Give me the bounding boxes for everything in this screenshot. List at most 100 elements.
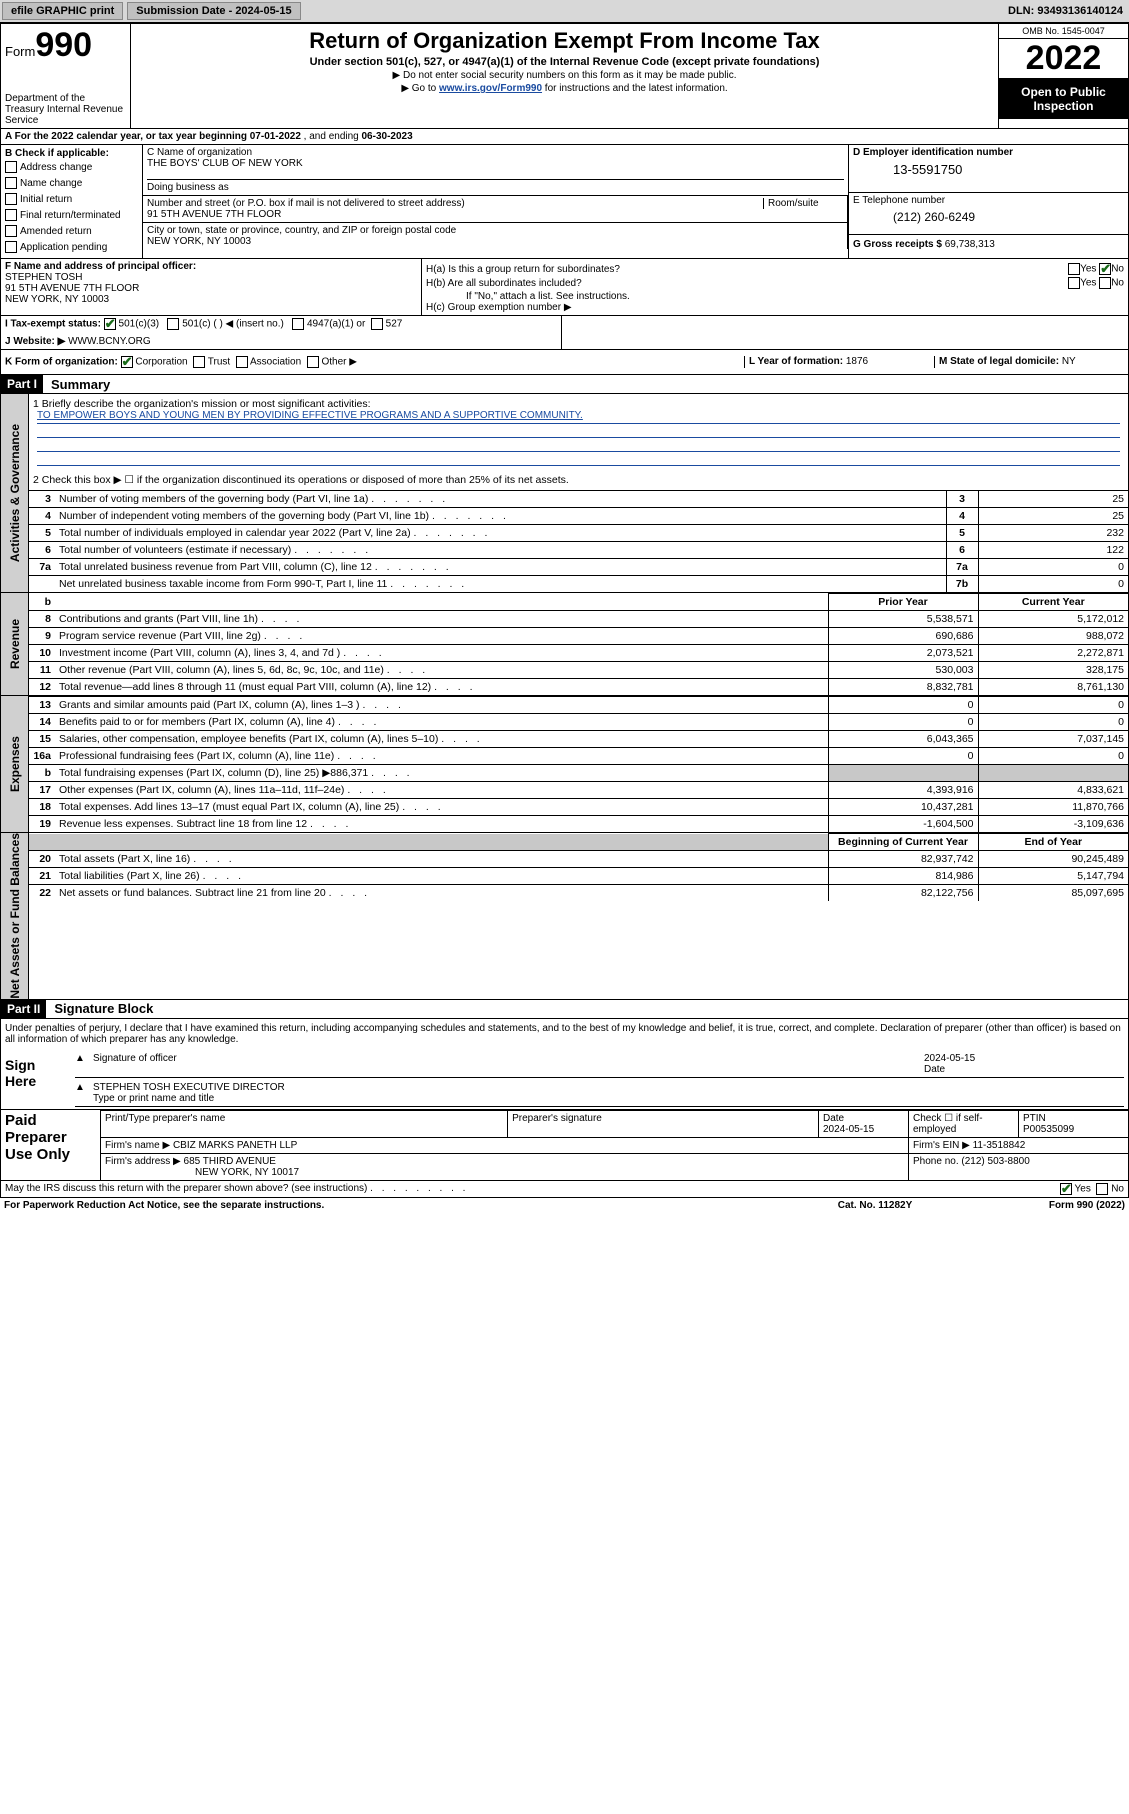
ptin-val: P00535099 — [1023, 1124, 1074, 1135]
lbl-initial-return: Initial return — [20, 194, 72, 205]
cb-discuss-yes[interactable] — [1060, 1183, 1072, 1195]
group-return-block: H(a) Is this a group return for subordin… — [421, 259, 1128, 315]
lbl-amended: Amended return — [20, 226, 92, 237]
firm-name-label: Firm's name ▶ — [105, 1140, 170, 1151]
omb-number: OMB No. 1545-0047 — [999, 24, 1128, 39]
vtab-expenses: Expenses — [1, 696, 29, 832]
preparer-table: Paid Preparer Use Only Print/Type prepar… — [0, 1110, 1129, 1181]
part1-title: Summary — [43, 377, 110, 392]
cb-other[interactable] — [307, 356, 319, 368]
activities-section: Activities & Governance 1 Briefly descri… — [0, 394, 1129, 593]
telephone-label: E Telephone number — [853, 195, 1124, 206]
dba-label: Doing business as — [147, 179, 844, 193]
cb-trust[interactable] — [193, 356, 205, 368]
firm-addr2: NEW YORK, NY 10017 — [105, 1167, 299, 1178]
irs-link[interactable]: www.irs.gov/Form990 — [439, 83, 542, 94]
table-row: 11Other revenue (Part VIII, column (A), … — [29, 662, 1128, 679]
prep-date: 2024-05-15 — [823, 1124, 874, 1135]
officer-group-block: F Name and address of principal officer:… — [0, 259, 1129, 316]
open-inspection-badge: Open to Public Inspection — [999, 79, 1128, 119]
form-title-block: Return of Organization Exempt From Incom… — [131, 24, 998, 128]
cb-discuss-no[interactable] — [1096, 1183, 1108, 1195]
col-ptin: PTIN — [1023, 1113, 1046, 1124]
col-sig: Preparer's signature — [508, 1110, 819, 1137]
date-label: Date — [924, 1064, 945, 1075]
lbl-other: Other ▶ — [321, 357, 356, 368]
cb-ha-yes[interactable] — [1068, 263, 1080, 275]
cb-address-change[interactable] — [5, 161, 17, 173]
signature-block: Under penalties of perjury, I declare th… — [0, 1019, 1129, 1110]
cb-name-change[interactable] — [5, 177, 17, 189]
table-row: 17Other expenses (Part IX, column (A), l… — [29, 782, 1128, 799]
discuss-text: May the IRS discuss this return with the… — [5, 1183, 367, 1194]
cb-amended[interactable] — [5, 225, 17, 237]
lbl-assoc: Association — [250, 357, 301, 368]
org-info-block: B Check if applicable: Address change Na… — [0, 145, 1129, 259]
table-row: 22Net assets or fund balances. Subtract … — [29, 885, 1128, 902]
year-formation-label: L Year of formation: — [749, 356, 843, 367]
cb-527[interactable] — [371, 318, 383, 330]
paperwork-notice: For Paperwork Reduction Act Notice, see … — [4, 1200, 775, 1211]
part1-badge: Part I — [1, 375, 43, 393]
cb-app-pending[interactable] — [5, 241, 17, 253]
goto-post: for instructions and the latest informat… — [542, 83, 728, 94]
cb-501c3[interactable] — [104, 318, 116, 330]
cb-hb-yes[interactable] — [1068, 277, 1080, 289]
table-row: 8Contributions and grants (Part VIII, li… — [29, 611, 1128, 628]
table-row: bTotal fundraising expenses (Part IX, co… — [29, 765, 1128, 782]
phone-val: (212) 503-8800 — [961, 1156, 1029, 1167]
org-name-address: C Name of organization THE BOYS' CLUB OF… — [143, 145, 848, 258]
cb-hb-no[interactable] — [1099, 277, 1111, 289]
goto-pre: ▶ Go to — [401, 83, 439, 94]
lbl-discuss-no: No — [1111, 1183, 1124, 1194]
mission-blank1 — [37, 424, 1120, 438]
table-row: 20Total assets (Part X, line 16) . . . .… — [29, 851, 1128, 868]
hdr-prior: Prior Year — [828, 594, 978, 611]
check-applicable: B Check if applicable: Address change Na… — [1, 145, 143, 258]
org-street: 91 5TH AVENUE 7TH FLOOR — [147, 209, 843, 220]
discuss-row: May the IRS discuss this return with the… — [0, 1181, 1129, 1198]
cb-4947[interactable] — [292, 318, 304, 330]
officer-addr1: 91 5TH AVENUE 7TH FLOOR — [5, 283, 417, 294]
expenses-table: 13Grants and similar amounts paid (Part … — [29, 696, 1128, 832]
lbl-discuss-yes: Yes — [1075, 1183, 1091, 1194]
lbl-ha-yes: Yes — [1080, 264, 1096, 275]
hdr-current: Current Year — [978, 594, 1128, 611]
table-row: 3Number of voting members of the governi… — [29, 491, 1128, 508]
efile-print-button[interactable]: efile GRAPHIC print — [2, 2, 123, 20]
part2-header: Part II Signature Block — [0, 1000, 1129, 1019]
ein-tel-gross: D Employer identification number 13-5591… — [848, 145, 1128, 258]
principal-officer: F Name and address of principal officer:… — [1, 259, 421, 315]
cat-no: Cat. No. 11282Y — [775, 1200, 975, 1211]
form-title: Return of Organization Exempt From Incom… — [135, 28, 994, 54]
cb-corp[interactable] — [121, 356, 133, 368]
table-row: 6Total number of volunteers (estimate if… — [29, 542, 1128, 559]
sig-date: 2024-05-15 — [924, 1053, 975, 1064]
form-no: Form 990 (2022) — [975, 1200, 1125, 1211]
lbl-4947: 4947(a)(1) or — [307, 319, 365, 330]
expenses-section: Expenses 13Grants and similar amounts pa… — [0, 696, 1129, 833]
table-row: 12Total revenue—add lines 8 through 11 (… — [29, 679, 1128, 696]
footer-last: For Paperwork Reduction Act Notice, see … — [0, 1198, 1129, 1213]
cb-assoc[interactable] — [236, 356, 248, 368]
dept-treasury: Department of the Treasury Internal Reve… — [5, 93, 126, 126]
col-date: Date — [823, 1113, 844, 1124]
table-row: 9Program service revenue (Part VIII, lin… — [29, 628, 1128, 645]
mission-blank3 — [37, 452, 1120, 466]
cb-initial-return[interactable] — [5, 193, 17, 205]
cb-501c[interactable] — [167, 318, 179, 330]
room-label: Room/suite — [763, 198, 843, 209]
table-row: 18Total expenses. Add lines 13–17 (must … — [29, 799, 1128, 816]
officer-sig-name: STEPHEN TOSH EXECUTIVE DIRECTOR — [93, 1082, 285, 1093]
ein-label: D Employer identification number — [853, 147, 1013, 158]
goto-note: ▶ Go to www.irs.gov/Form990 for instruct… — [135, 83, 994, 94]
check-applicable-title: B Check if applicable: — [5, 148, 109, 159]
ha-label: H(a) Is this a group return for subordin… — [426, 264, 620, 275]
lbl-trust: Trust — [208, 357, 230, 368]
telephone-value: (212) 260-6249 — [853, 206, 1124, 224]
mission-text[interactable]: TO EMPOWER BOYS AND YOUNG MEN BY PROVIDI… — [37, 410, 583, 421]
form-header: Form990 Department of the Treasury Inter… — [0, 23, 1129, 129]
cb-final-return[interactable] — [5, 209, 17, 221]
cb-ha-no[interactable] — [1099, 263, 1111, 275]
period-pre: A For the 2022 calendar year, or tax yea… — [5, 131, 250, 142]
